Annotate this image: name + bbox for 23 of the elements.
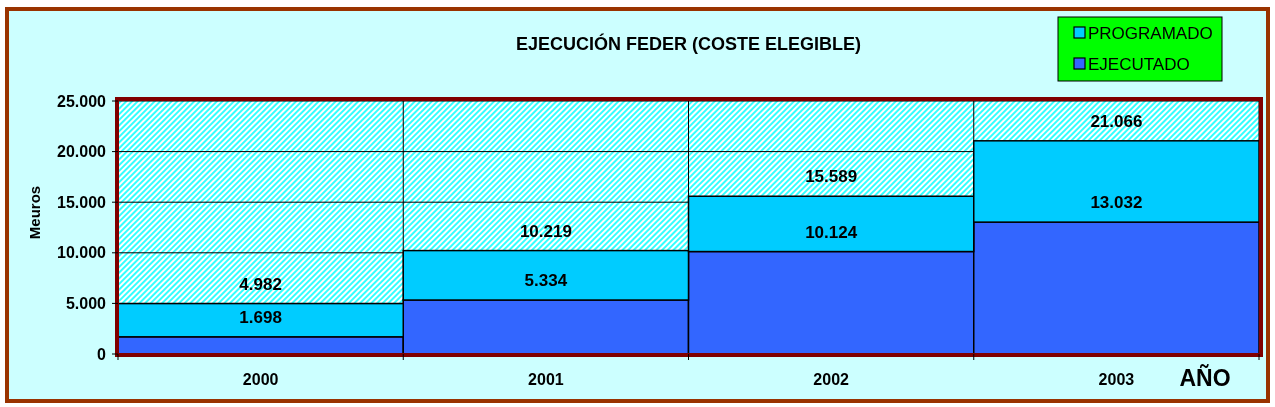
- y-tick-label: 20.000: [57, 143, 107, 161]
- x-tick-label: 2003: [1098, 371, 1135, 388]
- chart-title: EJECUCIÓN FEDER (COSTE ELEGIBLE): [515, 33, 862, 54]
- data-label: 5.334: [524, 271, 568, 291]
- y-tick-label: 5.000: [65, 294, 107, 312]
- x-axis-title: AÑO: [1179, 364, 1231, 391]
- total-label: 15.589: [805, 167, 858, 187]
- y-tick-label: 25.000: [57, 92, 107, 110]
- y-tick-label: 10.000: [57, 244, 107, 262]
- data-label: 10.124: [805, 222, 858, 242]
- x-tick-label: 2002: [813, 371, 850, 388]
- x-tick-label: 2000: [242, 371, 279, 388]
- total-label: 10.219: [519, 221, 572, 241]
- legend-label: EJECUTADO: [1088, 55, 1190, 74]
- total-label: 4.982: [239, 274, 282, 294]
- y-tick-label: 15.000: [57, 193, 107, 211]
- data-label: 1.698: [239, 307, 282, 327]
- total-label: 21.066: [1090, 111, 1143, 131]
- y-tick-label: 0: [97, 345, 107, 363]
- legend-label: PROGRAMADO: [1088, 24, 1213, 43]
- y-axis-title: Meuros: [26, 185, 43, 240]
- x-tick-label: 2001: [528, 371, 564, 388]
- data-label: 13.032: [1090, 193, 1143, 213]
